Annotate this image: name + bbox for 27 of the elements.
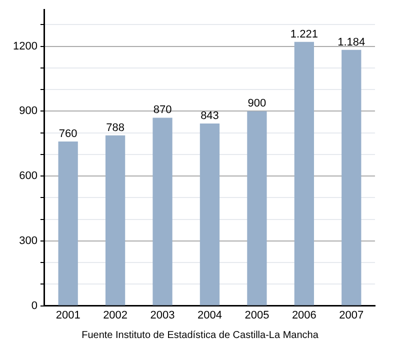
bar <box>105 135 126 306</box>
x-tick-label: 2004 <box>197 309 222 322</box>
bar <box>294 42 314 306</box>
x-tick-label: 2005 <box>244 309 270 322</box>
x-tick-label: 2002 <box>103 309 128 322</box>
bar <box>200 124 220 306</box>
y-tick-label: 1200 <box>12 40 38 52</box>
y-tick-label: 600 <box>19 170 38 182</box>
bar <box>152 118 172 306</box>
x-tick-label: 2006 <box>292 309 316 322</box>
x-tick-label: 2003 <box>150 309 175 322</box>
data-label: 1.221 <box>290 28 318 40</box>
x-tick-label: 2001 <box>56 309 80 322</box>
bar <box>247 111 267 306</box>
data-label: 788 <box>106 122 124 134</box>
source-note: Fuente Instituto de Estadística de Castilla-La Mancha <box>80 330 320 341</box>
data-label: 760 <box>58 128 78 140</box>
data-label: 1.184 <box>338 36 366 48</box>
data-label: 843 <box>200 110 219 122</box>
bar <box>58 141 78 306</box>
bar <box>342 50 362 306</box>
data-label: 870 <box>153 104 172 116</box>
y-tick-label: 0 <box>31 300 38 312</box>
data-label: 900 <box>248 98 266 110</box>
y-tick-label: 900 <box>19 105 38 118</box>
y-tick-label: 300 <box>19 234 38 247</box>
x-tick-label: 2007 <box>339 309 364 322</box>
